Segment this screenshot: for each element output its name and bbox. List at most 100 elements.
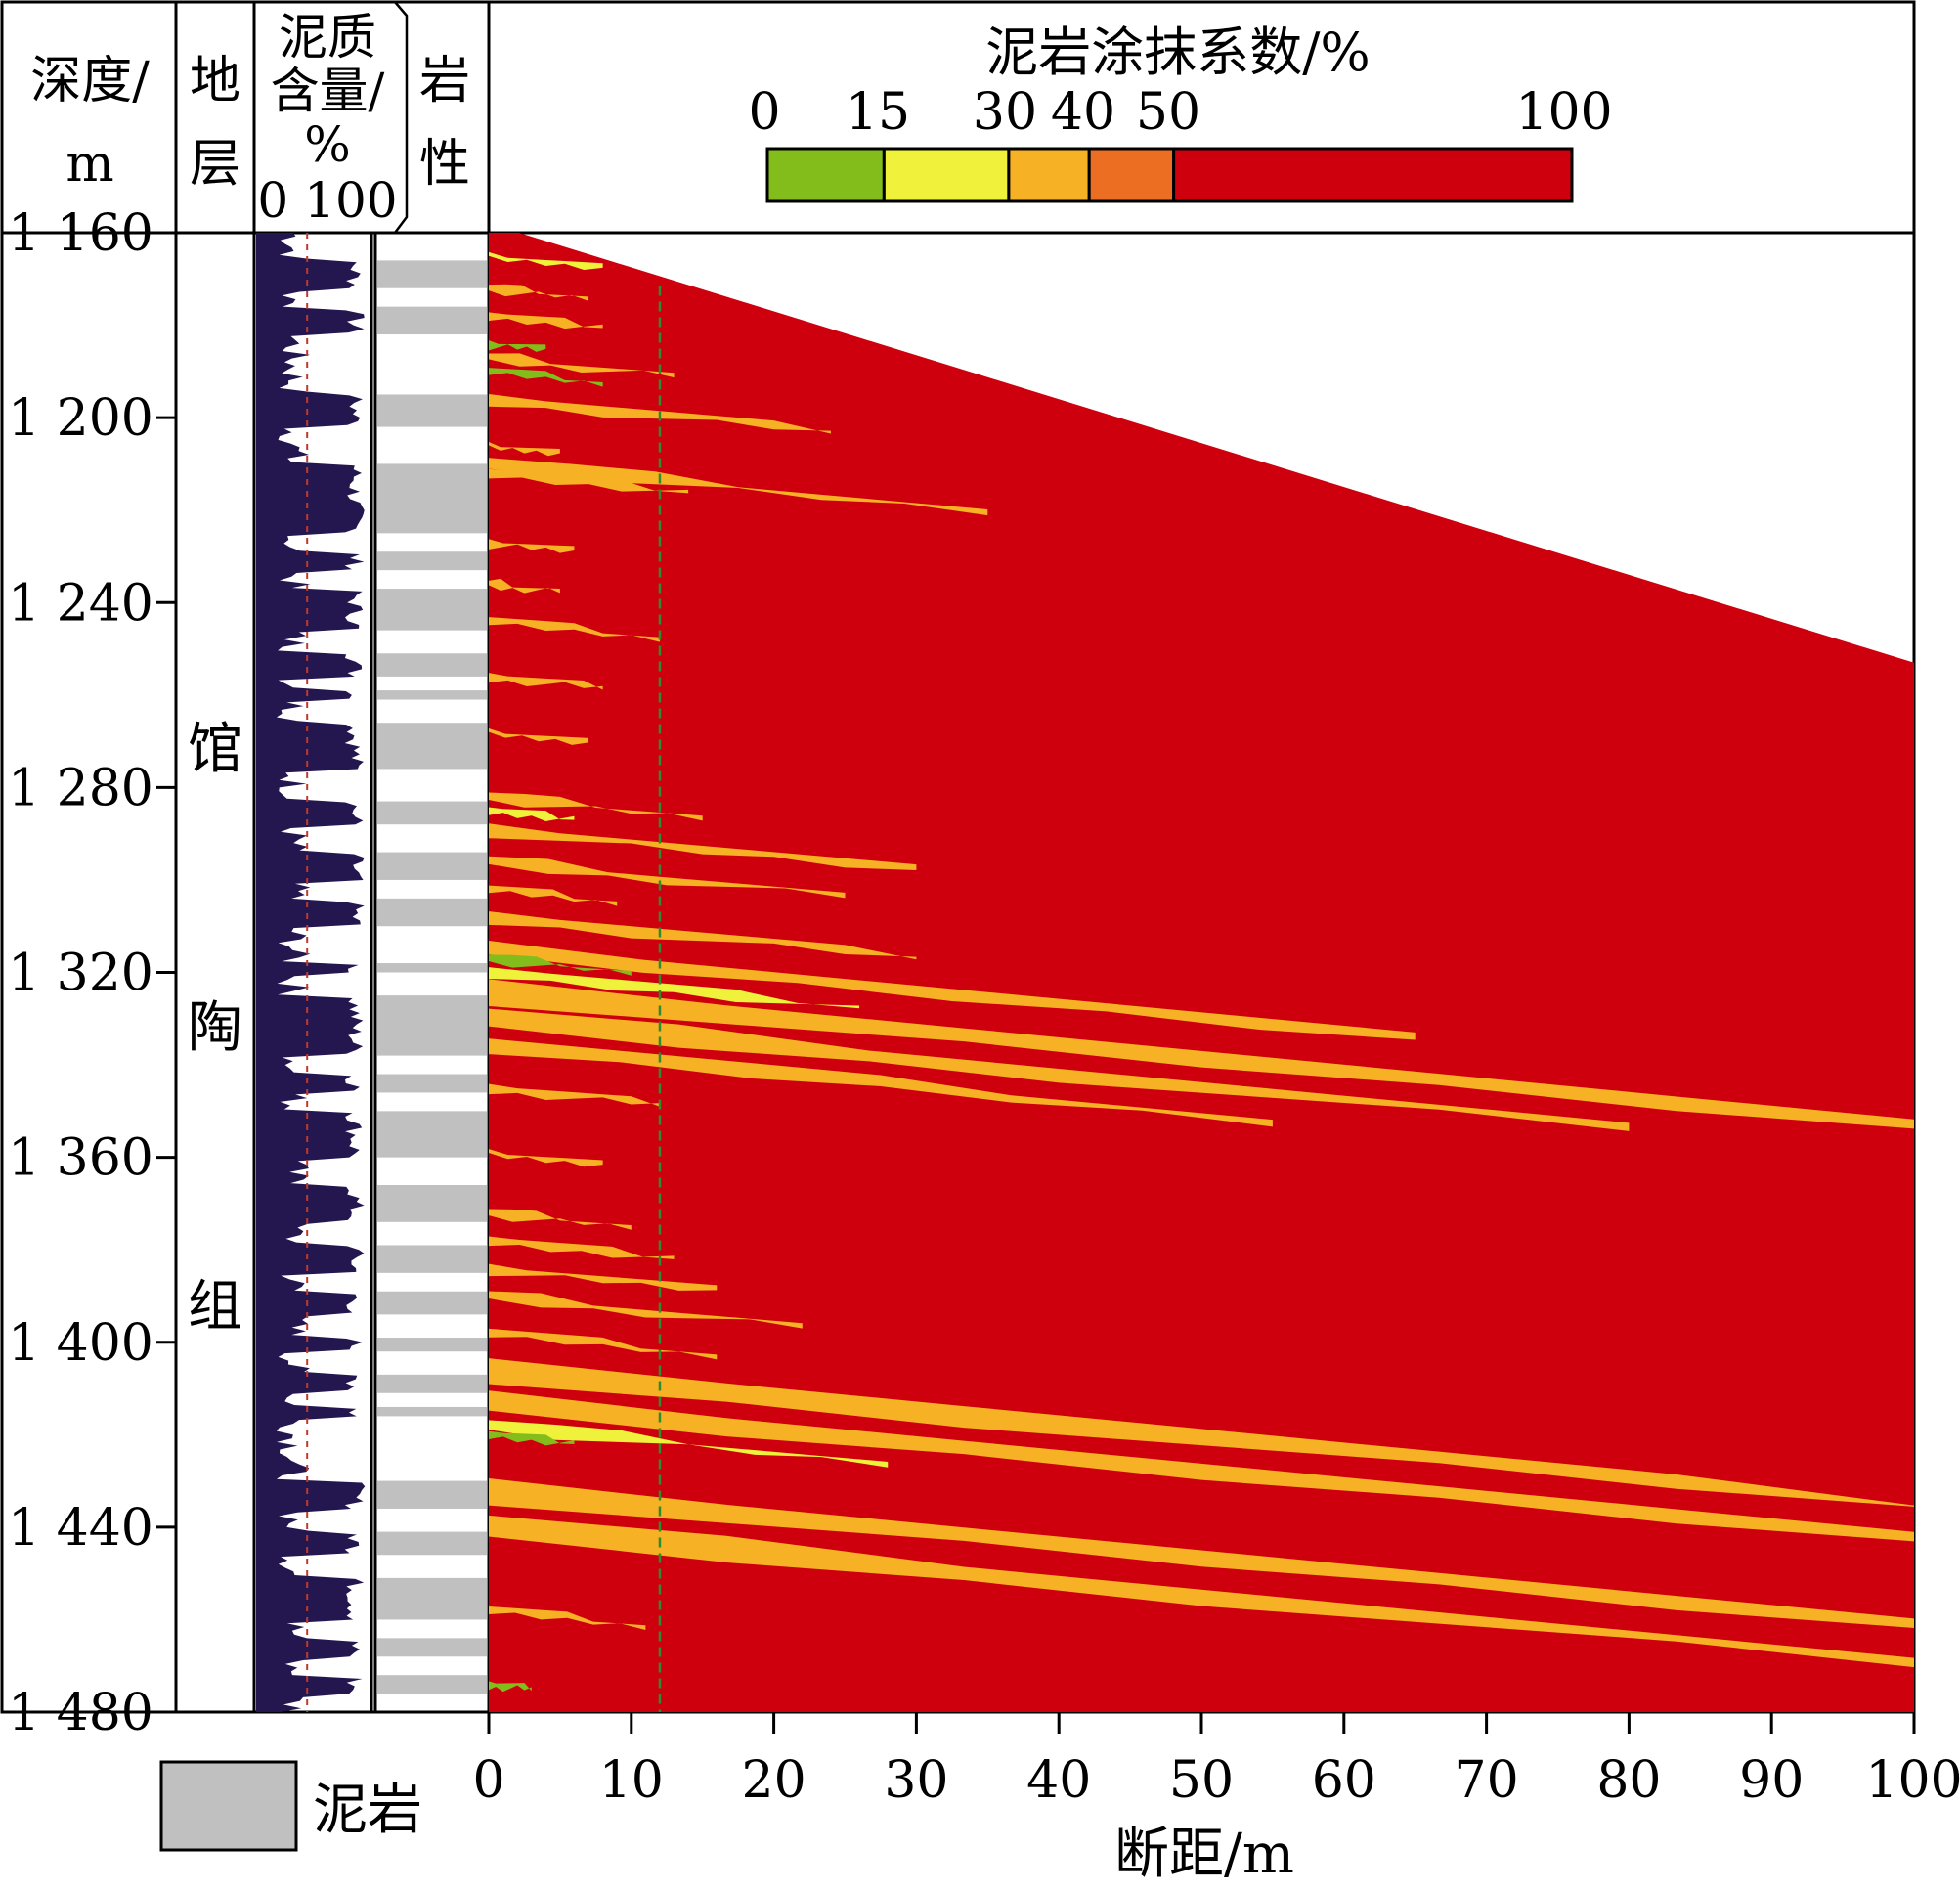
heatmap-band bbox=[489, 539, 575, 553]
heatmap-band bbox=[489, 1149, 603, 1167]
heatmap-band bbox=[489, 312, 603, 330]
x-tick-label: 80 bbox=[1596, 1751, 1661, 1810]
clay-header-3: % bbox=[304, 116, 351, 173]
x-tick-label: 50 bbox=[1169, 1751, 1234, 1810]
clay-header-2: 含量/ bbox=[271, 63, 385, 119]
colorbar bbox=[765, 147, 1574, 203]
lith-mudstone-bed bbox=[377, 1406, 487, 1417]
colorbar-bin-4 bbox=[1172, 147, 1574, 203]
lith-header-2: 性 bbox=[419, 135, 470, 194]
heatmap-band bbox=[489, 284, 589, 301]
heatmap-band bbox=[489, 1263, 718, 1291]
y-tick-label: 1 400 bbox=[8, 1314, 153, 1373]
strata-name-1: 馆 bbox=[188, 718, 242, 781]
colorbar-bin-3 bbox=[1087, 147, 1176, 203]
clay-content-log bbox=[256, 233, 366, 1712]
heatmap-band bbox=[489, 1681, 532, 1693]
heatmap-band bbox=[489, 1515, 1914, 1668]
lith-mudstone-bed bbox=[377, 1675, 487, 1694]
lith-mudstone-bed bbox=[377, 995, 487, 1056]
lith-mudstone-bed bbox=[377, 1245, 487, 1273]
colorbar-tick-label: 0 bbox=[748, 83, 780, 142]
heatmap-band bbox=[489, 251, 603, 271]
lith-mudstone-bed bbox=[377, 963, 487, 973]
y-tick-label: 1 280 bbox=[8, 759, 153, 817]
x-axis-title: 断距/m bbox=[1114, 1823, 1294, 1886]
y-tick-label: 1 320 bbox=[8, 945, 153, 1003]
y-tick-label: 1 240 bbox=[8, 574, 153, 633]
strata-header-1: 地 bbox=[190, 52, 240, 110]
colorbar-tick-label: 100 bbox=[1515, 83, 1612, 142]
heatmap-band bbox=[489, 1236, 675, 1259]
x-tick-label: 20 bbox=[742, 1751, 806, 1810]
strata-name-3: 组 bbox=[188, 1275, 242, 1339]
x-tick-label: 60 bbox=[1312, 1751, 1376, 1810]
depth-axis: 1 160 1 200 1 240 1 280 1 320 1 360 1 400 1 440… bbox=[8, 204, 176, 1742]
colorbar-tick-label: 15 bbox=[846, 83, 910, 142]
heatmap-band bbox=[489, 617, 660, 642]
lith-mudstone-bed bbox=[377, 1074, 487, 1093]
lith-mudstone-bed bbox=[377, 1480, 487, 1509]
lith-mudstone-bed bbox=[377, 551, 487, 571]
heatmap-band bbox=[489, 885, 618, 906]
x-tick-label: 70 bbox=[1455, 1751, 1519, 1810]
x-tick-label: 0 bbox=[472, 1751, 504, 1810]
heatmap-band bbox=[489, 979, 1914, 1129]
heatmap-band bbox=[489, 1008, 1630, 1131]
lith-mudstone-bed bbox=[377, 653, 487, 677]
heatmap-band bbox=[489, 353, 675, 378]
lith-mudstone-bed bbox=[377, 1638, 487, 1657]
lith-mudstone-bed bbox=[377, 801, 487, 825]
y-tick-label: 1 360 bbox=[8, 1129, 153, 1188]
heatmap-band bbox=[489, 954, 632, 976]
heatmap-band bbox=[489, 442, 560, 457]
heatmap-band bbox=[489, 458, 988, 516]
heatmap-band bbox=[489, 1430, 575, 1446]
lith-header-1: 岩 bbox=[419, 52, 470, 110]
heatmap-band bbox=[489, 1038, 1273, 1127]
colorbar-bin-1 bbox=[882, 147, 1011, 203]
colorbar-tick-label: 40 bbox=[1051, 83, 1115, 142]
lith-mudstone-bed bbox=[377, 852, 487, 880]
heatmap-band bbox=[489, 578, 560, 594]
heatmap-band bbox=[489, 340, 546, 352]
heatmap-band bbox=[489, 823, 917, 870]
chart-title: 泥岩涂抹系数/% bbox=[985, 22, 1371, 83]
y-tick-label: 1 160 bbox=[8, 204, 153, 263]
heatmap-band bbox=[489, 1478, 1914, 1628]
heatmap-band bbox=[489, 807, 575, 822]
x-tick-label: 40 bbox=[1026, 1751, 1091, 1810]
lith-mudstone-bed bbox=[377, 1111, 487, 1158]
lith-mudstone-bed bbox=[377, 1291, 487, 1315]
heatmap-band bbox=[489, 1358, 1914, 1507]
heatmap-band bbox=[489, 1606, 646, 1631]
depth-header-2: m bbox=[65, 135, 113, 194]
heatmap-band bbox=[489, 368, 603, 387]
lith-mudstone-bed bbox=[377, 306, 487, 335]
heatmap-band bbox=[489, 792, 703, 821]
heatmap-band bbox=[489, 1420, 889, 1468]
colorbar-tick-label: 50 bbox=[1136, 83, 1200, 142]
colorbar-bin-0 bbox=[765, 147, 886, 203]
x-tick-label: 90 bbox=[1739, 1751, 1804, 1810]
lith-mudstone-bed bbox=[377, 1577, 487, 1620]
lith-mudstone-bed bbox=[377, 723, 487, 770]
lith-mudstone-bed bbox=[377, 394, 487, 427]
heatmap-band bbox=[489, 728, 589, 745]
lith-mudstone-bed bbox=[377, 1184, 487, 1222]
heatmap-band bbox=[489, 911, 917, 960]
colorbar-tick-label: 30 bbox=[973, 83, 1037, 142]
throw-axis: 0 10 20 30 40 50 60 70 80 90 100 bbox=[472, 1712, 1960, 1810]
lith-mudstone-bed bbox=[377, 1338, 487, 1352]
lith-mudstone-bed bbox=[377, 1374, 487, 1393]
x-tick-label: 100 bbox=[1865, 1751, 1960, 1810]
clay-header-scale: 0 100 bbox=[257, 172, 397, 229]
heatmap-base-red bbox=[489, 233, 1914, 1712]
lith-mudstone-bed bbox=[377, 898, 487, 927]
lithology-column bbox=[373, 233, 487, 1712]
smear-heatmap bbox=[489, 233, 1914, 1712]
lith-mudstone-bed bbox=[377, 1531, 487, 1556]
x-tick-label: 30 bbox=[884, 1751, 948, 1810]
heatmap-band bbox=[489, 856, 846, 899]
lith-mudstone-bed bbox=[377, 260, 487, 288]
